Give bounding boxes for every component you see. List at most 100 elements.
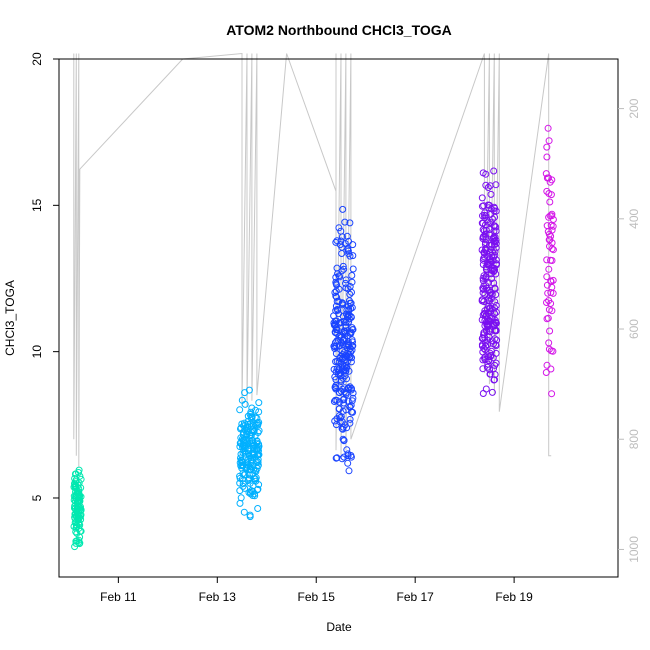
point-flight-3	[333, 396, 341, 404]
point-flight-5	[545, 265, 553, 273]
point-flight-4	[492, 223, 500, 231]
point-flight-3	[336, 412, 343, 420]
point-flight-5	[546, 242, 553, 250]
point-flight-4	[486, 370, 494, 378]
point-flight-4	[490, 376, 498, 384]
point-flight-3	[345, 318, 353, 326]
point-flight-5	[547, 191, 555, 199]
point-flight-5	[543, 256, 551, 264]
altitude-trace-line	[73, 52, 552, 467]
point-flight-4	[481, 334, 489, 342]
point-flight-2	[251, 413, 259, 421]
y-axis-label: CHCl3_TOGA	[3, 280, 17, 356]
point-flight-3	[348, 272, 356, 279]
point-flight-4	[484, 252, 492, 260]
point-flight-3	[340, 395, 348, 403]
point-flight-4	[481, 353, 489, 361]
point-flight-3	[340, 436, 348, 444]
point-flight-2	[241, 436, 249, 444]
y-tick-label: 15	[30, 198, 44, 212]
point-flight-3	[333, 454, 341, 462]
point-flight-4	[492, 349, 500, 357]
point-flight-3	[338, 425, 346, 433]
point-flight-2	[254, 505, 262, 512]
point-flight-2	[238, 435, 246, 443]
y2-tick-label: 800	[627, 429, 641, 449]
point-flight-3	[348, 342, 356, 350]
point-flight-3	[347, 348, 355, 356]
point-flight-4	[490, 167, 498, 175]
point-flight-2	[255, 399, 263, 407]
point-flight-2	[237, 494, 245, 502]
point-flight-4	[484, 309, 492, 317]
point-flight-3	[345, 237, 353, 245]
point-flight-3	[348, 278, 356, 286]
point-flight-4	[482, 170, 490, 178]
altitude-trace	[73, 52, 552, 467]
x-tick-label: Feb 13	[199, 590, 237, 604]
point-flight-4	[485, 241, 493, 249]
point-flight-2	[239, 482, 247, 490]
point-flight-5	[549, 347, 557, 355]
y2-tick-label: 600	[627, 319, 641, 339]
point-flight-3	[342, 324, 350, 332]
y-tick-label: 10	[30, 345, 44, 359]
point-flight-3	[331, 417, 339, 425]
point-flight-4	[487, 190, 495, 198]
point-flight-2	[244, 477, 252, 484]
point-flight-3	[332, 238, 340, 246]
point-flight-3	[340, 265, 348, 273]
point-flight-3	[345, 342, 352, 350]
point-flight-3	[338, 299, 346, 307]
point-flight-4	[492, 256, 500, 264]
point-flight-3	[339, 435, 347, 443]
point-flight-5	[545, 230, 553, 238]
point-flight-3	[348, 385, 355, 392]
point-flight-3	[332, 326, 340, 333]
point-flight-3	[330, 312, 338, 320]
point-flight-2	[239, 449, 247, 457]
point-flight-3	[335, 224, 343, 232]
chart-title: ATOM2 Northbound CHCl3_TOGA	[226, 22, 452, 38]
point-flight-3	[333, 293, 341, 301]
point-flight-3	[346, 419, 354, 427]
point-flight-5	[548, 257, 556, 264]
point-flight-3	[340, 317, 348, 325]
point-flight-1	[76, 527, 84, 535]
point-flight-2	[248, 404, 256, 412]
point-flight-5	[548, 283, 556, 291]
point-flight-4	[490, 340, 497, 348]
point-flight-4	[486, 248, 493, 256]
point-flight-3	[342, 367, 350, 375]
point-flight-3	[347, 401, 355, 409]
point-flight-4	[478, 316, 486, 324]
point-flight-3	[339, 335, 347, 343]
y2-tick-label: 400	[627, 208, 641, 228]
point-flight-5	[543, 153, 551, 161]
point-flight-5	[542, 369, 550, 376]
point-flight-1	[74, 490, 82, 498]
point-flight-2	[247, 423, 255, 431]
point-flight-3	[344, 247, 352, 255]
point-flight-3	[339, 205, 347, 213]
point-flight-5	[543, 273, 551, 281]
point-flight-1	[76, 497, 84, 505]
point-flight-3	[344, 452, 352, 460]
point-flight-2	[254, 445, 262, 453]
point-flight-5	[546, 327, 554, 335]
point-flight-4	[490, 234, 498, 242]
point-flight-4	[480, 272, 488, 280]
point-flight-3	[347, 453, 355, 461]
point-flight-3	[346, 353, 354, 361]
point-flight-5	[546, 198, 554, 206]
point-flight-4	[490, 203, 498, 211]
point-flight-4	[491, 304, 499, 312]
point-flight-3	[344, 459, 352, 467]
point-flight-5	[543, 281, 551, 289]
point-flight-3	[340, 453, 348, 461]
point-flight-4	[482, 273, 490, 281]
point-flight-5	[543, 187, 551, 195]
point-flight-2	[254, 421, 262, 429]
point-flight-4	[491, 361, 499, 369]
